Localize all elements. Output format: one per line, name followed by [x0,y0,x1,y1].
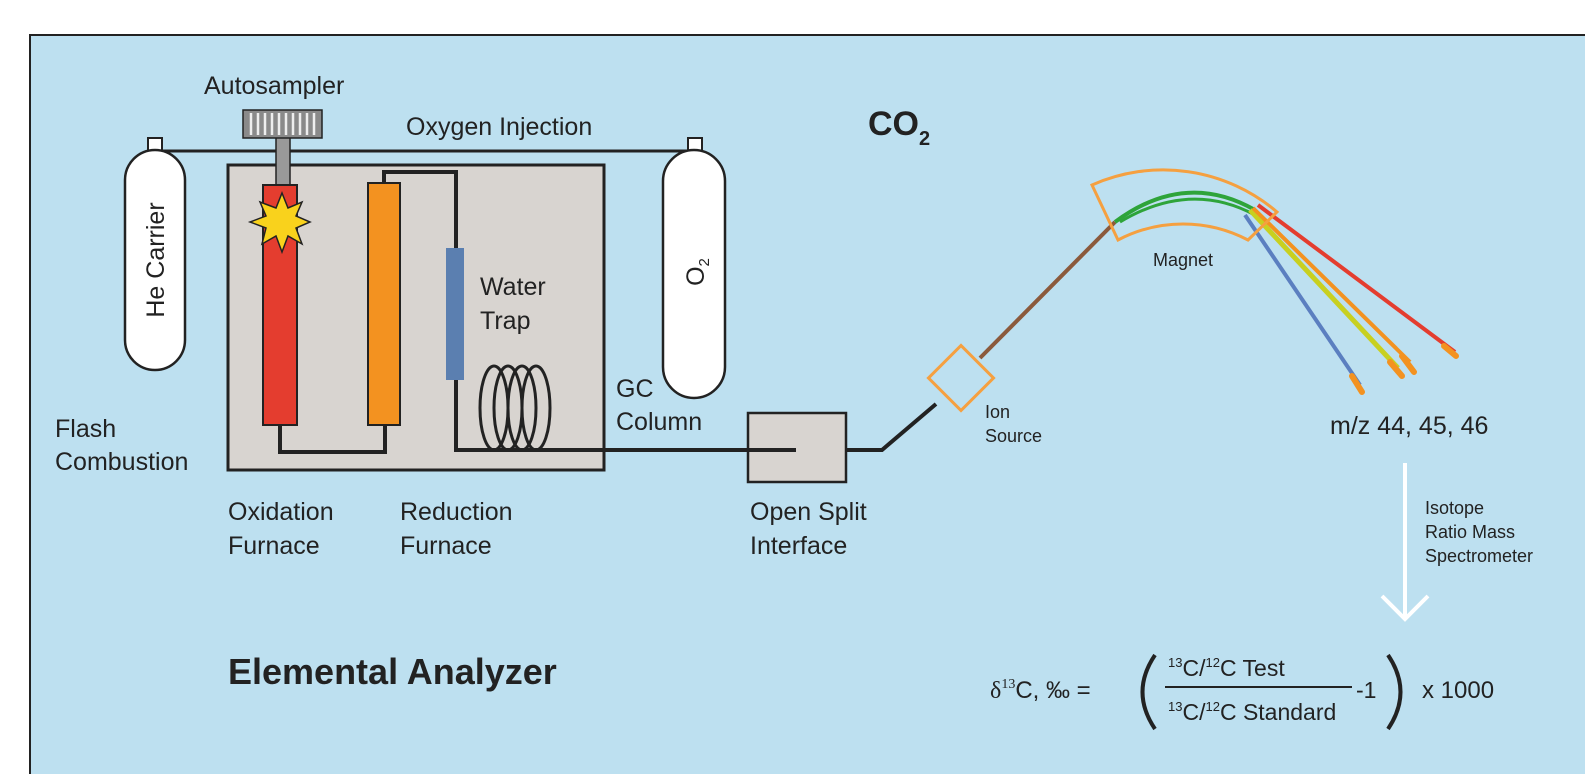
paren [1386,653,1403,731]
gc-column-label: GC [616,375,654,403]
reduction-furnace-label: Furnace [400,532,492,560]
beam-red [1256,203,1457,354]
gc-coil [478,364,552,452]
he-cylinder [123,148,187,372]
ion-source [926,343,996,413]
water-trap-label: Water [480,273,546,301]
autosampler-stripes [249,113,316,135]
element: C Standard [1220,699,1336,725]
beam-blue [1243,213,1362,387]
o2-subscript: 2 [696,258,713,266]
arrow [1380,463,1430,622]
factor: x 1000 [1422,677,1494,704]
ion-beam [978,220,1117,360]
oxidation-furnace-label: Furnace [228,532,320,560]
o2-cylinder [661,148,727,400]
open-split [746,411,848,484]
irms-label: Spectrometer [1425,546,1533,566]
beam-yellow [1248,208,1400,370]
flash-star [247,190,312,255]
open-split-label: Open Split [750,498,867,526]
co2-label: CO2 [868,105,930,150]
water-trap-label: Trap [480,307,530,335]
flash-combustion-label: Combustion [55,448,188,476]
flash-combustion-label: Flash [55,415,116,443]
formula-lhs: δ13C, ‰ = [990,677,1091,704]
o2-label: O2 [682,258,713,286]
title: Elemental Analyzer [228,651,557,692]
autosampler-stem [275,135,291,187]
co2-symbol: CO [868,105,919,143]
gc-column-label: Column [616,408,702,436]
co2-subscript: 2 [919,128,930,150]
ion-source-label: Source [985,426,1042,446]
irms-label: Isotope [1425,498,1484,518]
reduction-furnace [367,182,401,426]
o2-symbol: O [682,266,710,285]
water-trap [446,248,464,380]
open-split-label: Interface [750,532,847,560]
element: C Test [1220,655,1285,681]
magnet [1089,168,1280,243]
collectors [1349,343,1459,395]
oxidation-furnace-label: Oxidation [228,498,334,526]
autosampler-label: Autosampler [204,72,344,100]
ion-source-label: Ion [985,402,1010,422]
paren [1140,653,1157,731]
mass-number: 13 [1168,699,1182,714]
he-carrier-label: He Carrier [142,202,170,317]
tubing [278,170,796,454]
numerator: 13C/12C Test [1168,655,1285,681]
element: C/ [1182,655,1206,681]
transfer-line [846,402,938,452]
autosampler [242,109,323,139]
beam-green [1113,190,1256,224]
reduction-furnace-label: Reduction [400,498,513,526]
element: C/ [1182,699,1206,725]
delta: δ [990,678,1001,704]
magnet-label: Magnet [1153,250,1213,270]
mz-label: m/z 44, 45, 46 [1330,412,1488,440]
lhs-rest: C, ‰ = [1015,677,1090,704]
mass-number: 13 [1001,677,1015,692]
minus-one: -1 [1356,677,1376,703]
beam-orange [1251,206,1412,364]
beam-green [1119,197,1256,224]
mass-number: 12 [1205,655,1219,670]
mass-number: 13 [1168,655,1182,670]
irms-label: Ratio Mass [1425,522,1515,542]
denominator: 13C/12C Standard [1168,699,1336,725]
oxygen-injection-label: Oxygen Injection [406,113,592,141]
mass-number: 12 [1205,699,1219,714]
